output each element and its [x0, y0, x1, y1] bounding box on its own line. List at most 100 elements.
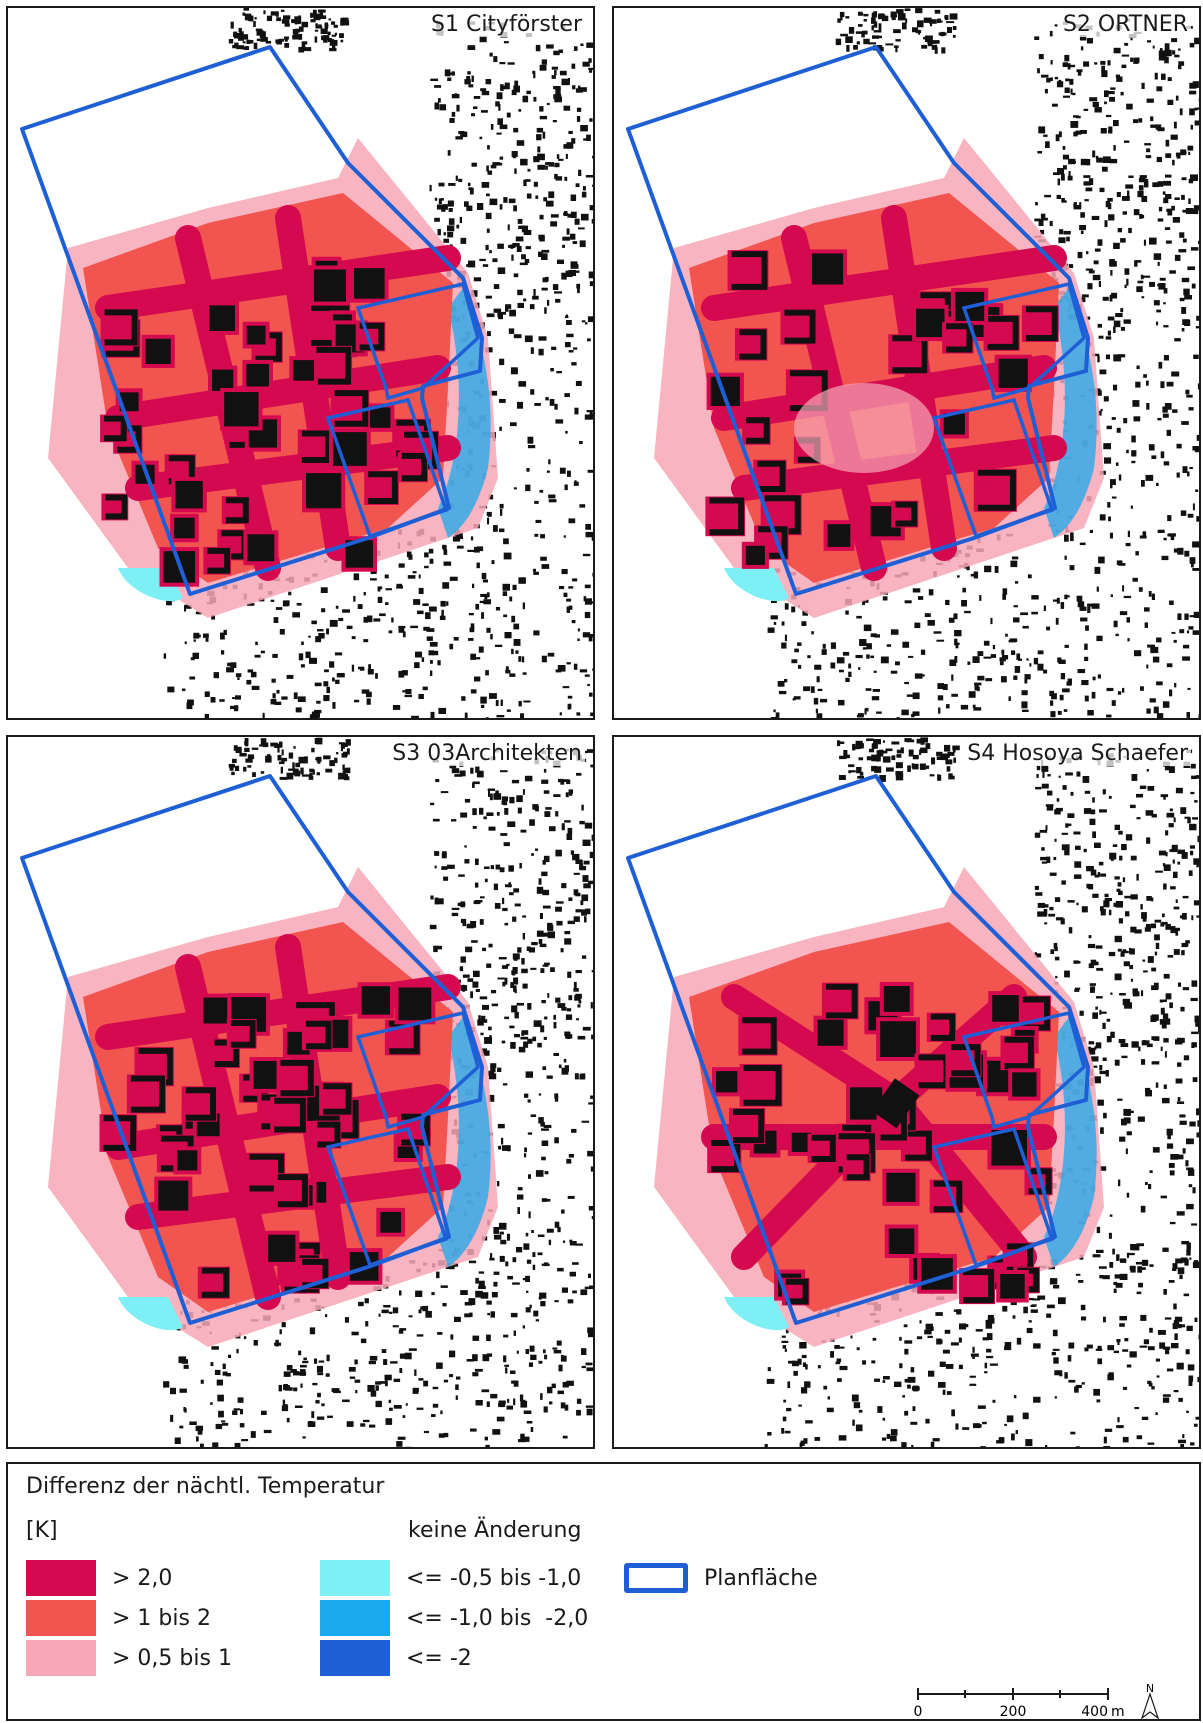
building-pixel: [1155, 1082, 1159, 1088]
building-pixel: [540, 556, 547, 561]
building-pixel: [1100, 408, 1103, 412]
building-pixel: [1179, 629, 1185, 634]
building-pixel: [518, 381, 527, 387]
building-pixel: [1117, 228, 1122, 233]
building-pixel: [944, 754, 950, 758]
building-pixel: [525, 484, 531, 492]
building-pixel: [1147, 1442, 1155, 1445]
building-pixel: [837, 1378, 842, 1382]
building-pixel: [516, 1247, 523, 1253]
building-pixel: [447, 150, 451, 156]
building-pixel: [507, 1398, 510, 1403]
building-pixel: [504, 977, 508, 985]
building-pixel: [1160, 794, 1169, 798]
building-pixel: [554, 96, 562, 103]
building-pixel: [575, 380, 582, 386]
building-pixel: [545, 162, 551, 165]
building-pixel: [189, 676, 196, 680]
building-pixel: [1102, 1057, 1107, 1061]
building-pixel: [1149, 698, 1156, 703]
building-pixel: [585, 908, 591, 915]
building-pixel: [1141, 1040, 1150, 1046]
building-pixel: [474, 1368, 483, 1372]
building-pixel: [793, 1370, 798, 1376]
building-pixel: [1132, 988, 1138, 995]
building-pixel: [1122, 1349, 1129, 1352]
building-pixel: [1178, 1439, 1186, 1444]
building-pixel: [882, 756, 891, 763]
building-pixel: [438, 1433, 445, 1438]
building-pixel: [438, 182, 445, 187]
building-pixel: [1083, 175, 1091, 178]
building-pixel: [1113, 120, 1119, 127]
building-pixel: [1001, 655, 1009, 660]
building-pixel: [1034, 953, 1042, 958]
building-pixel: [265, 755, 272, 763]
building-pixel: [1075, 130, 1082, 135]
building-pixel: [507, 62, 515, 65]
building-pixel: [1157, 261, 1160, 266]
building-pixel: [565, 153, 568, 159]
building-pixel: [286, 600, 290, 606]
building-pixel: [434, 851, 440, 856]
building-pixel: [504, 1364, 509, 1367]
building-pixel: [163, 653, 167, 659]
building-pixel: [1051, 693, 1057, 700]
building-pixel: [1083, 108, 1089, 111]
building-pixel: [964, 610, 971, 614]
building-pixel: [500, 1239, 507, 1245]
building-pixel: [355, 1390, 358, 1394]
building-pixel: [1174, 54, 1180, 58]
building-pixel: [1142, 915, 1147, 922]
building-pixel: [1099, 1065, 1103, 1069]
building-pixel: [450, 1334, 454, 1340]
building-pixel: [969, 1375, 976, 1378]
building-pixel: [482, 1004, 489, 1010]
building-pixel: [472, 1372, 479, 1377]
building-pixel: [508, 865, 514, 872]
building-pixel: [1157, 1330, 1166, 1335]
building-pixel: [804, 1381, 811, 1388]
building-pixel: [325, 1314, 328, 1318]
building-pixel: [589, 205, 593, 211]
building-pixel: [1034, 885, 1039, 890]
building-pixel: [1030, 1309, 1038, 1313]
building-block: [791, 1132, 812, 1152]
building-pixel: [527, 168, 531, 172]
building-pixel: [1079, 35, 1087, 41]
building-pixel: [895, 773, 904, 781]
building-pixel: [843, 750, 848, 757]
building-pixel: [541, 59, 547, 65]
building-pixel: [436, 204, 444, 210]
building-pixel: [1115, 74, 1121, 78]
building-pixel: [792, 698, 796, 701]
building-pixel: [485, 244, 489, 251]
building-pixel: [316, 1365, 323, 1373]
building-pixel: [1120, 238, 1126, 243]
building-pixel: [529, 304, 535, 310]
building-pixel: [518, 1046, 526, 1053]
building-pixel: [1093, 260, 1099, 265]
building-pixel: [1108, 516, 1111, 522]
building-pixel: [256, 38, 263, 42]
building-pixel: [412, 571, 417, 574]
building-pixel: [436, 898, 444, 905]
building-pixel: [803, 686, 811, 692]
building-pixel: [1170, 535, 1175, 541]
building-pixel: [513, 85, 520, 93]
building-pixel: [490, 1311, 495, 1318]
building-pixel: [1081, 294, 1089, 298]
building-pixel: [1040, 229, 1045, 235]
building-pixel: [1094, 874, 1100, 878]
building-pixel: [977, 1405, 986, 1409]
building-pixel: [586, 1367, 593, 1372]
building-pixel: [477, 203, 484, 210]
building-pixel: [516, 245, 522, 252]
building-pixel: [523, 298, 527, 302]
building-pixel: [281, 757, 285, 763]
building-pixel: [1122, 1436, 1129, 1443]
building-pixel: [508, 328, 515, 334]
building-pixel: [478, 1280, 485, 1288]
building-pixel: [562, 686, 570, 689]
building-pixel: [1105, 336, 1112, 340]
